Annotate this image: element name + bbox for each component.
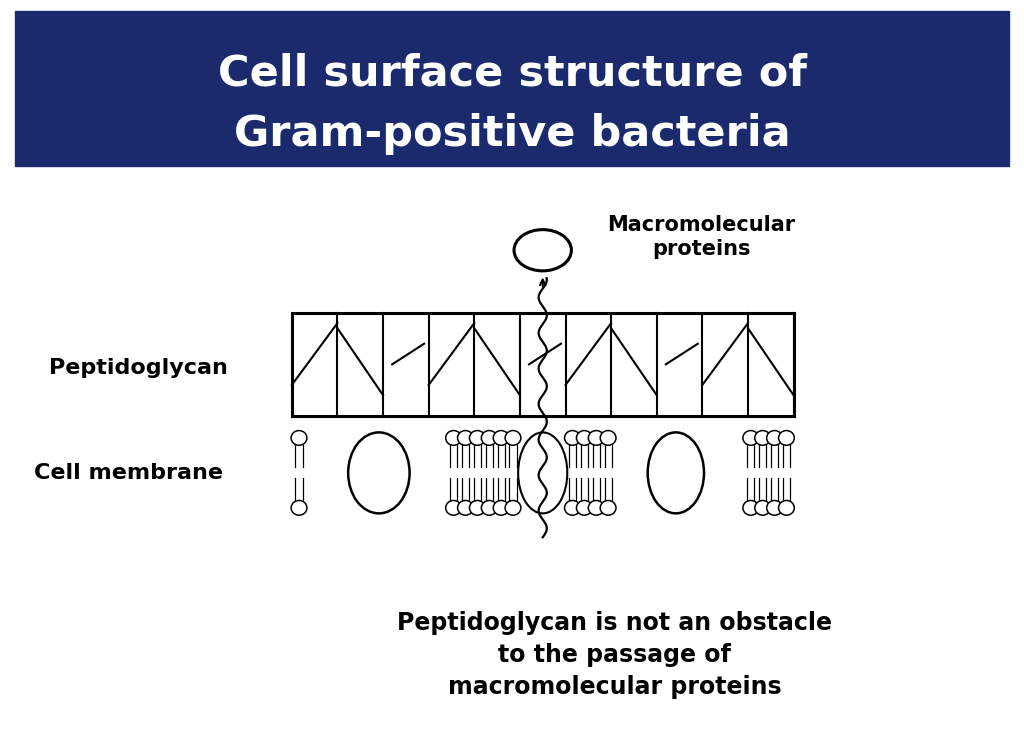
Ellipse shape	[481, 500, 497, 515]
Ellipse shape	[518, 432, 567, 514]
Ellipse shape	[742, 431, 759, 445]
Circle shape	[514, 230, 571, 271]
Ellipse shape	[458, 500, 473, 515]
Ellipse shape	[505, 431, 521, 445]
Ellipse shape	[648, 432, 705, 514]
Ellipse shape	[469, 500, 485, 515]
Ellipse shape	[494, 431, 509, 445]
Ellipse shape	[291, 500, 307, 515]
Ellipse shape	[348, 432, 410, 514]
Ellipse shape	[577, 500, 592, 515]
Text: Peptidoglycan: Peptidoglycan	[49, 358, 227, 378]
Ellipse shape	[767, 431, 782, 445]
Ellipse shape	[458, 431, 473, 445]
Text: Gram-positive bacteria: Gram-positive bacteria	[233, 113, 791, 155]
Ellipse shape	[600, 500, 616, 515]
Ellipse shape	[291, 431, 307, 445]
Ellipse shape	[600, 431, 616, 445]
Ellipse shape	[564, 431, 581, 445]
Ellipse shape	[445, 500, 462, 515]
Ellipse shape	[589, 431, 604, 445]
Ellipse shape	[505, 500, 521, 515]
Ellipse shape	[742, 500, 759, 515]
Ellipse shape	[577, 431, 592, 445]
Ellipse shape	[494, 500, 509, 515]
FancyBboxPatch shape	[15, 11, 1009, 166]
Ellipse shape	[767, 500, 782, 515]
Ellipse shape	[755, 500, 770, 515]
Ellipse shape	[564, 500, 581, 515]
Ellipse shape	[589, 500, 604, 515]
Ellipse shape	[481, 431, 497, 445]
Text: Cell membrane: Cell membrane	[34, 462, 222, 483]
Ellipse shape	[778, 500, 795, 515]
Ellipse shape	[755, 431, 770, 445]
Ellipse shape	[778, 431, 795, 445]
Ellipse shape	[445, 431, 462, 445]
Text: Macromolecular
proteins: Macromolecular proteins	[607, 216, 796, 258]
Text: Peptidoglycan is not an obstacle
to the passage of
macromolecular proteins: Peptidoglycan is not an obstacle to the …	[397, 612, 831, 698]
Ellipse shape	[469, 431, 485, 445]
Text: Cell surface structure of: Cell surface structure of	[217, 52, 807, 95]
